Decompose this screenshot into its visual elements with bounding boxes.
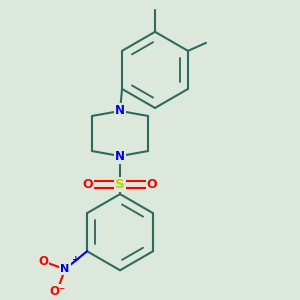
Text: O: O — [83, 178, 93, 190]
Text: N: N — [60, 264, 70, 274]
Text: O⁻: O⁻ — [49, 285, 65, 298]
Text: O: O — [147, 178, 158, 190]
Text: S: S — [115, 178, 125, 190]
Text: O: O — [38, 255, 48, 268]
Text: N: N — [115, 150, 125, 163]
Text: N: N — [115, 104, 125, 118]
Text: +: + — [72, 255, 80, 264]
